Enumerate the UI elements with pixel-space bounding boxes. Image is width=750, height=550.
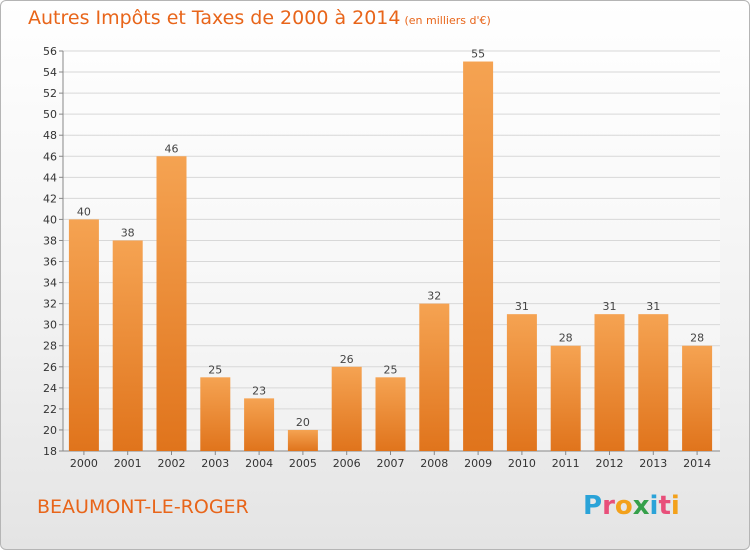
data-label-2007: 25	[384, 363, 398, 376]
x-tick-label-2008: 2008	[420, 457, 448, 470]
x-tick-label-2007: 2007	[377, 457, 405, 470]
y-tick-label: 18	[43, 445, 57, 458]
data-label-2005: 20	[296, 416, 310, 429]
data-label-2010: 31	[515, 300, 529, 313]
x-tick-label-2011: 2011	[552, 457, 580, 470]
y-tick-label: 30	[43, 319, 57, 332]
y-tick-label: 40	[43, 213, 57, 226]
y-tick-label: 48	[43, 129, 57, 142]
logo-letter: x	[632, 491, 650, 521]
bar-2014	[682, 345, 713, 451]
y-tick-label: 56	[43, 45, 57, 58]
chart-title-text: Autres Impôts et Taxes de 2000 à 2014	[28, 7, 401, 29]
y-tick-label: 42	[43, 192, 57, 205]
x-tick-label-2001: 2001	[114, 457, 142, 470]
logo-letter: P	[583, 491, 603, 521]
x-tick-label-2009: 2009	[464, 457, 492, 470]
x-tick-label-2013: 2013	[639, 457, 667, 470]
bar-2010	[506, 314, 537, 451]
x-tick-label-2003: 2003	[201, 457, 229, 470]
data-label-2006: 26	[340, 353, 354, 366]
y-tick-label: 36	[43, 256, 57, 269]
y-tick-label: 20	[43, 424, 57, 437]
y-tick-label: 46	[43, 150, 57, 163]
data-label-2011: 28	[559, 332, 573, 345]
y-tick-label: 28	[43, 340, 57, 353]
x-tick-label-2004: 2004	[245, 457, 273, 470]
location-label: BEAUMONT-LE-ROGER	[37, 496, 249, 518]
logo-letter: i	[649, 491, 659, 521]
data-label-2003: 25	[208, 363, 222, 376]
data-label-2002: 46	[165, 142, 179, 155]
logo-letter: r	[602, 491, 615, 521]
logo-letter: o	[614, 491, 633, 521]
y-tick-label: 44	[43, 171, 57, 184]
x-tick-label-2012: 2012	[596, 457, 624, 470]
chart-subtitle: (en milliers d'€)	[404, 14, 491, 27]
y-tick-label: 22	[43, 403, 57, 416]
data-label-2009: 55	[471, 48, 485, 61]
bar-2003	[200, 377, 231, 451]
bar-2005	[287, 429, 318, 451]
bar-2011	[550, 345, 581, 451]
bar-2009	[463, 61, 494, 452]
bar-2000	[68, 219, 99, 451]
x-tick-label-2006: 2006	[333, 457, 361, 470]
x-tick-label-2002: 2002	[158, 457, 186, 470]
x-tick-label-2010: 2010	[508, 457, 536, 470]
data-label-2004: 23	[252, 384, 266, 397]
y-tick-label: 32	[43, 298, 57, 311]
data-label-2012: 31	[603, 300, 617, 313]
bar-2004	[244, 398, 275, 451]
y-tick-label: 26	[43, 361, 57, 374]
y-tick-label: 50	[43, 108, 57, 121]
bar-2012	[594, 314, 625, 451]
bar-2002	[156, 156, 187, 451]
data-label-2000: 40	[77, 205, 91, 218]
x-tick-label-2014: 2014	[683, 457, 711, 470]
x-tick-label-2000: 2000	[70, 457, 98, 470]
bar-2013	[638, 314, 669, 451]
y-tick-label: 54	[43, 66, 57, 79]
y-tick-label: 52	[43, 87, 57, 100]
proxiti-logo[interactable]: Proxiti	[583, 491, 680, 521]
chart-title: Autres Impôts et Taxes de 2000 à 2014 (en…	[28, 7, 491, 29]
data-label-2001: 38	[121, 226, 135, 239]
data-label-2008: 32	[427, 290, 441, 303]
data-label-2013: 31	[646, 300, 660, 313]
data-label-2014: 28	[690, 332, 704, 345]
logo-letter: i	[670, 491, 680, 521]
bar-2007	[375, 377, 406, 451]
bar-2006	[331, 366, 362, 451]
y-tick-label: 38	[43, 234, 57, 247]
y-tick-label: 34	[43, 277, 57, 290]
logo-letter: t	[658, 491, 671, 521]
x-tick-label-2005: 2005	[289, 457, 317, 470]
bar-2008	[419, 303, 450, 451]
y-tick-label: 24	[43, 382, 57, 395]
bar-2001	[112, 240, 143, 451]
